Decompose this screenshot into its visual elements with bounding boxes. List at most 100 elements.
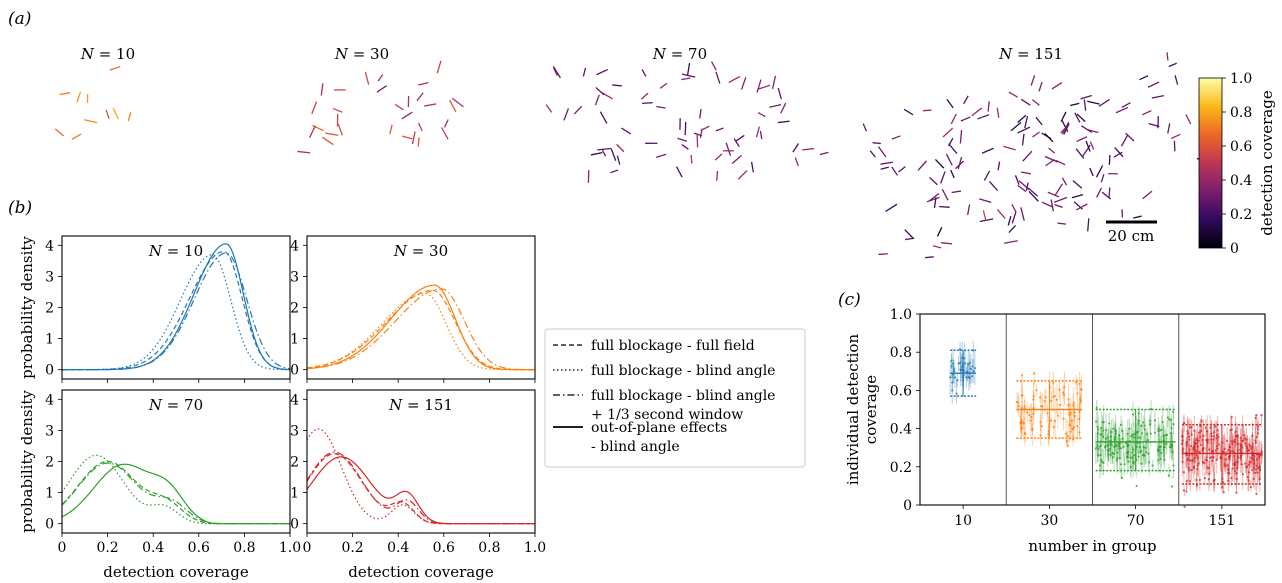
fish-marker [1030,75,1036,86]
individual-point [1239,436,1242,440]
y-tick-label: 0 [45,363,54,379]
individual-point [1094,447,1097,450]
x-tick-label: 0.8 [233,540,255,556]
fish-marker [105,109,110,119]
individual-point [1104,446,1107,449]
fish-marker [716,170,719,181]
fish-marker [1076,136,1088,143]
y-axis-label-continued: coverage [862,375,880,444]
individual-point [1065,439,1068,443]
fish-marker [971,107,983,117]
individual-point [1256,432,1259,435]
y-axis-label: individual detection [844,334,862,486]
fish-marker [332,107,343,113]
individual-point [1072,426,1076,429]
y-tick-label: 1 [45,332,54,348]
individual-point [1231,440,1235,443]
y-tick-label: 0.6 [890,383,912,399]
individual-point [1132,460,1135,464]
fish-marker [325,132,339,136]
individual-point [1056,414,1059,417]
individual-point [1143,428,1147,431]
individual-point [1107,436,1110,439]
fish-marker [1142,190,1153,200]
legend-label: full blockage - blind angle [591,388,775,404]
fish-marker [1060,111,1067,122]
individual-point [1127,460,1130,463]
density-curve-dashdot [61,462,290,525]
legend-frame [544,328,806,468]
individual-point [1078,431,1081,434]
fish-marker [1047,191,1060,198]
individual-point [1188,438,1191,441]
fish-marker [1017,126,1031,134]
individual-point [1096,425,1099,429]
y-tick-label: 0 [290,363,299,379]
fish-marker [59,92,71,96]
individual-point [1032,398,1035,401]
fish-marker [308,125,316,138]
individual-point [1033,372,1036,375]
individual-point [1214,449,1217,452]
individual-point [1100,433,1103,436]
individual-point [1112,427,1115,430]
fish-marker [988,181,999,191]
panel-b-label: (b) [8,198,32,218]
fish-marker [1061,120,1069,133]
individual-point [1096,443,1099,446]
individual-point [957,362,960,365]
individual-point [1197,439,1200,442]
individual-point [1076,392,1079,395]
individual-point [1208,472,1211,475]
individual-point [1256,428,1259,431]
individual-point [1166,416,1169,419]
individual-point [1241,446,1244,449]
fish-marker [1004,240,1018,244]
fish-marker [891,166,899,176]
individual-point [1254,441,1257,444]
individual-point [1109,442,1112,445]
fish-marker [681,77,691,81]
individual-point [1212,438,1215,441]
individual-point [1032,395,1035,398]
legend: full blockage - full field full blockage … [544,328,806,468]
fish-marker [127,112,132,122]
individual-point [1215,445,1219,448]
fish-marker [1007,216,1012,226]
fish-marker [418,81,429,86]
colorbar-tick-label: 0 [1230,241,1239,257]
fish-marker [1071,193,1084,199]
fish-marker [54,128,64,137]
individual-point [1062,417,1065,420]
individual-point [1195,439,1198,442]
fish-marker [1044,155,1058,163]
individual-point [1260,414,1263,417]
individual-point [1192,465,1196,468]
fish-marker [996,107,1000,118]
individual-point [1020,421,1023,424]
individual-point [1118,457,1121,460]
individual-point [1140,462,1143,465]
individual-point [1185,479,1189,482]
individual-point [1216,429,1219,432]
fish-marker [1017,184,1027,193]
individual-point [1030,415,1033,419]
individual-point [1046,412,1049,415]
panel-c-label: (c) [838,290,861,310]
individual-point [1231,467,1234,470]
fish-marker [1098,98,1110,107]
fish-marker [932,245,942,249]
individual-point [1121,437,1124,440]
fish-marker [945,153,953,166]
fish-marker [1054,203,1063,208]
individual-point [1201,449,1204,452]
fish-marker [681,73,696,78]
fish-marker [1125,132,1135,142]
individual-point [1199,424,1202,428]
individual-point [1255,464,1258,467]
x-tick-label: 0.8 [478,540,500,556]
individual-point [1223,463,1226,466]
individual-point [1137,436,1140,439]
individual-point [1233,438,1236,441]
